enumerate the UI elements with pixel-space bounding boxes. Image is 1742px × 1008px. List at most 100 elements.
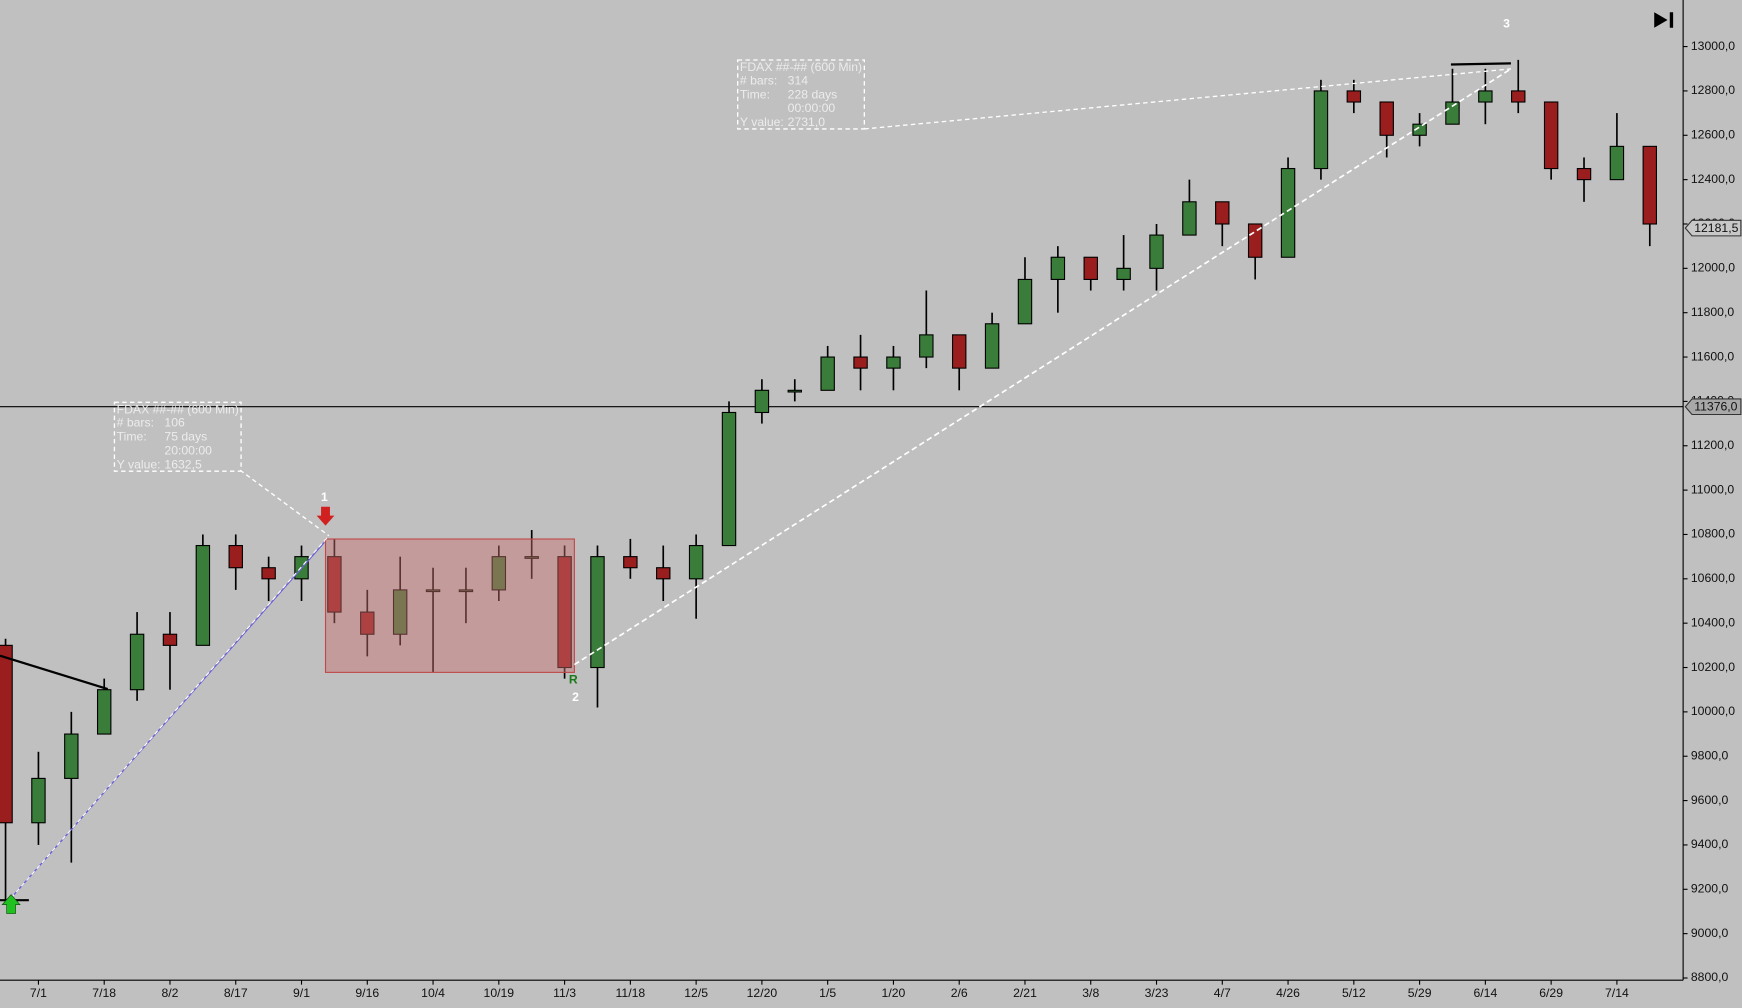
trend-line: [0, 654, 109, 691]
bar-body: [1017, 278, 1033, 325]
bar-body: [590, 556, 605, 669]
bar-body: [1215, 201, 1230, 225]
x-tick-label: 7/18: [92, 986, 116, 1000]
x-tick-label: 11/3: [553, 986, 576, 1000]
bar-body: [1379, 101, 1394, 136]
bar-body: [1642, 145, 1658, 225]
x-tick-label: 4/26: [1276, 986, 1300, 1000]
x-tick-label: 3/23: [1145, 986, 1169, 1000]
measure-label: Time:: [740, 87, 770, 101]
x-tick-label: 9/1: [293, 986, 310, 1000]
y-tick-label: 12800,0: [1691, 83, 1735, 97]
measure-value: 00:00:00: [788, 101, 836, 115]
x-tick-label: 12/20: [747, 986, 778, 1000]
bar-body: [1083, 256, 1098, 280]
x-tick-label: 9/16: [355, 986, 379, 1000]
y-tick-label: 9600,0: [1691, 793, 1729, 807]
x-tick-label: 10/19: [484, 986, 515, 1000]
bar-body: [0, 644, 13, 824]
y-tick-label: 9000,0: [1691, 926, 1729, 940]
trend-line: [1450, 62, 1511, 66]
bar-body: [129, 633, 145, 691]
annotation: R: [569, 672, 578, 686]
bar-body: [1412, 123, 1427, 136]
x-tick-label: 5/12: [1342, 986, 1366, 1000]
drawing-objects: [0, 12, 1674, 914]
x-tick-label: 5/29: [1408, 986, 1432, 1000]
bar-body: [1346, 90, 1362, 103]
y-tick-label: 11000,0: [1691, 482, 1734, 496]
bar-body: [195, 544, 211, 646]
scroll-end-button[interactable]: [1654, 12, 1674, 28]
x-tick-label: 2/6: [951, 986, 968, 1000]
bar-body: [261, 567, 276, 580]
measure-title: FDAX ##-## (600 Min): [740, 60, 862, 74]
buy-arrow: [1, 894, 21, 914]
y-tick-label: 12000,0: [1691, 261, 1735, 275]
bar-body: [623, 556, 638, 569]
y-tick-label: 9400,0: [1691, 837, 1729, 851]
x-tick-label: 7/1: [30, 986, 47, 1000]
y-tick-label: 10000,0: [1691, 704, 1735, 718]
x-tick-label: 1/5: [819, 986, 836, 1000]
x-tick-label: 3/8: [1082, 986, 1099, 1000]
price-tag-label: 11376,0: [1694, 400, 1737, 414]
bar-body: [1313, 90, 1329, 170]
x-tick-label: 6/29: [1539, 986, 1563, 1000]
measure-value: 2731,0: [788, 115, 826, 129]
measure-value: 1632,5: [164, 457, 202, 471]
x-tick-label: 11/18: [616, 986, 646, 1000]
measure-connector: [239, 469, 330, 537]
measure-value: 20:00:00: [164, 443, 212, 457]
bar-body: [162, 633, 178, 646]
bar-body: [1050, 256, 1066, 280]
bar-body: [1543, 101, 1559, 170]
bar-body: [1116, 267, 1131, 280]
y-tick-label: 9200,0: [1691, 882, 1729, 896]
bar-body: [228, 544, 243, 569]
bar-body: [1609, 145, 1625, 181]
bar-body: [1576, 167, 1592, 181]
x-tick-label: 1/20: [882, 986, 906, 1000]
measure-line: [573, 68, 1512, 666]
bar-body: [886, 356, 901, 369]
annotation: 2: [572, 690, 579, 704]
y-tick-label: 11200,0: [1691, 438, 1734, 452]
x-tick-label: 7/14: [1605, 986, 1629, 1000]
annotation: 1: [321, 490, 328, 504]
y-tick-label: 12600,0: [1691, 128, 1735, 142]
measure-box: [737, 59, 866, 130]
y-tick-label: 12400,0: [1691, 172, 1735, 186]
measure-label: # bars:: [117, 416, 154, 430]
measure-value: 75 days: [164, 430, 207, 444]
measure-box: [113, 401, 242, 472]
y-tick-label: 10800,0: [1691, 527, 1735, 541]
x-tick-label: 4/7: [1214, 986, 1231, 1000]
bar-body: [1478, 90, 1493, 103]
x-tick-label: 10/4: [421, 986, 445, 1000]
bar-body: [360, 611, 375, 635]
measure-label: Y value:: [740, 115, 784, 129]
bar-body: [721, 411, 737, 547]
measure-label: Time:: [117, 430, 147, 444]
measure-title: FDAX ##-## (600 Min): [117, 402, 239, 416]
bar-body: [1149, 234, 1164, 269]
measure-label: Y value:: [117, 457, 161, 471]
bar-body: [1445, 101, 1460, 125]
measure-value: 314: [788, 73, 809, 87]
x-tick-label: 6/14: [1473, 986, 1497, 1000]
bar-body: [491, 556, 507, 591]
x-tick-label: 8/2: [161, 986, 178, 1000]
bar-body: [96, 689, 112, 735]
price-tag: [1684, 219, 1742, 237]
y-tick-label: 10200,0: [1691, 660, 1735, 674]
bar-body: [1247, 223, 1263, 258]
y-tick-label: 11600,0: [1691, 349, 1734, 363]
bar-body: [754, 389, 770, 414]
bar-body: [787, 389, 803, 393]
bar-body: [984, 323, 1000, 369]
y-tick-label: 13000,0: [1691, 39, 1735, 53]
measure-label: # bars:: [740, 73, 777, 87]
